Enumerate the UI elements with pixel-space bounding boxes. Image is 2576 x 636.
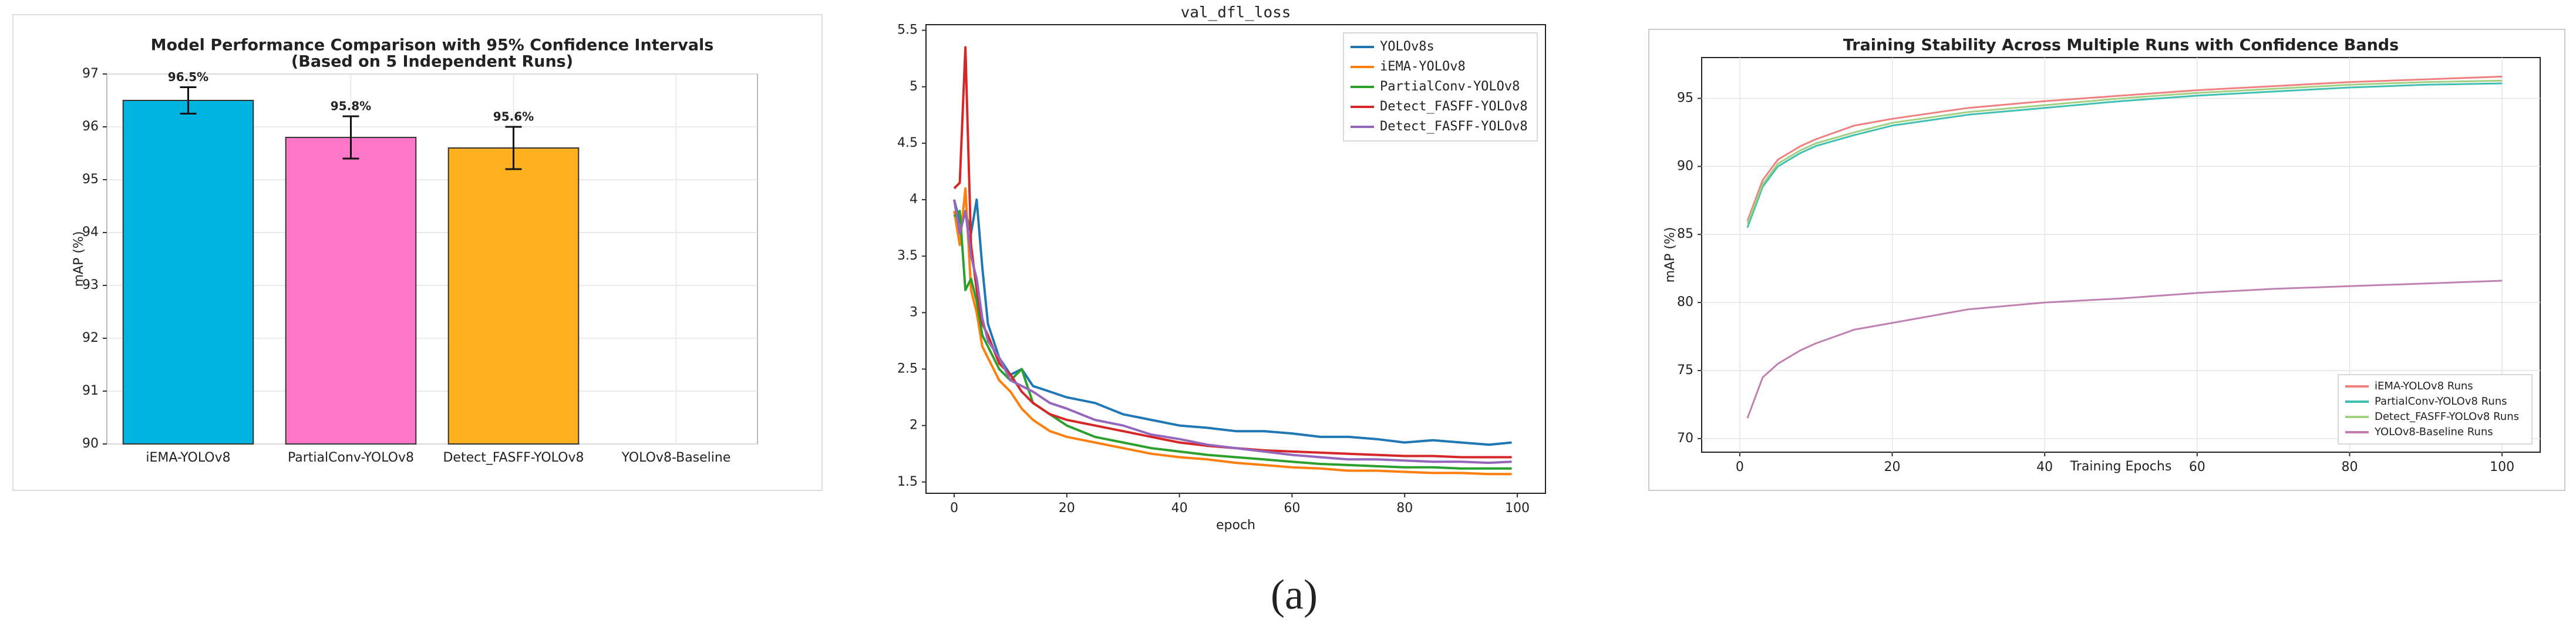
legend-label: Detect_FASFF-YOLOv8 (1380, 99, 1528, 114)
legend-label: PartialConv-YOLOv8 Runs (2375, 395, 2507, 408)
value-label: 95.6% (493, 110, 534, 124)
legend-label: PartialConv-YOLOv8 (1380, 79, 1520, 94)
chart-title: Model Performance Comparison with 95% Co… (151, 36, 714, 55)
y-tick-label: 1.5 (897, 475, 918, 489)
y-tick-label: 97 (82, 66, 99, 81)
x-axis-label: epoch (1216, 518, 1255, 533)
series-line (953, 198, 1512, 446)
y-tick-label: 70 (1677, 431, 1693, 446)
y-tick-label: 2.5 (897, 361, 918, 376)
plot-frame (925, 24, 1546, 494)
x-tick-label: 0 (950, 501, 958, 516)
panel-border (1648, 29, 2565, 491)
legend-label: iEMA-YOLOv8 Runs (2375, 380, 2473, 392)
chart-title: val_dfl_loss (1181, 4, 1291, 22)
series-line (1746, 75, 2503, 221)
legend-box (2338, 374, 2533, 445)
legend-label: Detect_FASFF-YOLOv8 Runs (2375, 410, 2519, 423)
x-tick-label: iEMA-YOLOv8 (146, 450, 230, 465)
series-line (1746, 82, 2503, 228)
y-tick-label: 4 (910, 192, 918, 207)
y-tick-label: 96 (82, 119, 99, 134)
series-line (1746, 79, 2503, 224)
x-tick-label: 20 (1059, 501, 1075, 516)
y-tick-label: 91 (82, 383, 99, 398)
y-tick-label: 92 (82, 331, 99, 345)
y-tick-label: 94 (82, 225, 99, 240)
x-tick-label: PartialConv-YOLOv8 (288, 450, 414, 465)
series-line (1746, 280, 2503, 419)
caption: (a) (1271, 571, 1318, 618)
panel-border (12, 14, 823, 491)
x-tick-label: YOLOv8-Baseline (621, 450, 731, 465)
legend-label: YOLOv8s (1380, 39, 1435, 54)
chart-title: Training Stability Across Multiple Runs … (1843, 36, 2399, 55)
y-tick-label: 90 (82, 436, 99, 451)
y-tick-label: 3.5 (897, 248, 918, 263)
y-tick-label: 4.5 (897, 136, 918, 150)
series-line (953, 210, 1512, 470)
legend-label: Detect_FASFF-YOLOv8 (1380, 119, 1528, 134)
legend-label: iEMA-YOLOv8 (1380, 59, 1466, 74)
x-tick-label: 60 (2189, 460, 2205, 475)
y-tick-label: 75 (1677, 363, 1693, 378)
y-tick-label: 2 (910, 418, 918, 433)
value-label: 96.5% (168, 70, 208, 84)
y-tick-label: 3 (910, 305, 918, 319)
y-tick-label: 95 (1677, 91, 1693, 106)
y-axis-label: mAP (%) (1663, 227, 1678, 283)
series-line (953, 187, 1512, 476)
y-tick-label: 85 (1677, 227, 1693, 241)
x-tick-label: 80 (2341, 460, 2358, 475)
bar (122, 100, 254, 445)
x-tick-label: 80 (1396, 501, 1413, 516)
series-line (953, 199, 1512, 465)
value-label: 95.8% (331, 99, 371, 113)
x-tick-label: 60 (1284, 501, 1300, 516)
y-axis-label: mAP (%) (72, 231, 86, 287)
bar (447, 147, 580, 445)
y-tick-label: 5.5 (897, 23, 918, 38)
y-tick-label: 5 (910, 79, 918, 94)
bar (285, 137, 417, 445)
x-tick-label: 0 (1736, 460, 1744, 475)
y-tick-label: 80 (1677, 295, 1693, 309)
x-tick-label: Detect_FASFF-YOLOv8 (443, 450, 584, 465)
legend-box (1343, 32, 1538, 142)
x-tick-label: 40 (1171, 501, 1188, 516)
x-axis-label: Training Epochs (2070, 459, 2172, 474)
y-tick-label: 90 (1677, 159, 1693, 173)
x-tick-label: 20 (1884, 460, 1901, 475)
legend-label: YOLOv8-Baseline Runs (2374, 426, 2493, 438)
x-tick-label: 100 (2490, 460, 2514, 475)
x-tick-label: 40 (2036, 460, 2053, 475)
chart-subtitle: (Based on 5 Independent Runs) (291, 53, 573, 71)
y-tick-label: 95 (82, 172, 99, 187)
plot-frame (1701, 57, 2541, 453)
x-tick-label: 100 (1505, 501, 1530, 516)
y-tick-label: 93 (82, 278, 99, 292)
